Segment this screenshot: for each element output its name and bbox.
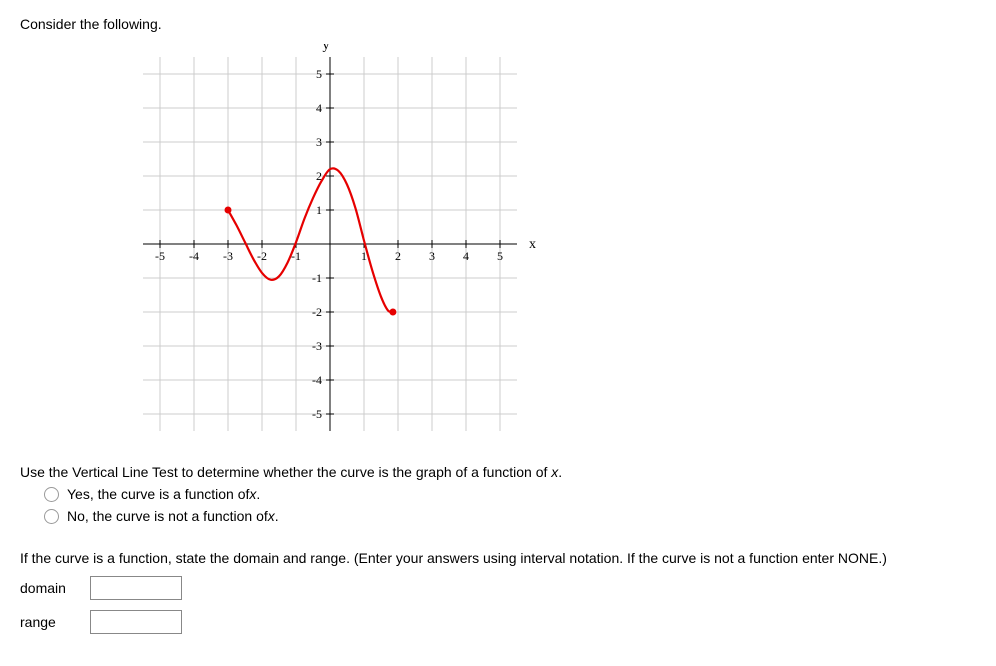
option-yes-c: .: [256, 486, 260, 502]
option-no-c: .: [275, 508, 279, 524]
svg-text:1: 1: [316, 203, 322, 217]
svg-text:-4: -4: [189, 249, 199, 263]
range-label: range: [20, 614, 90, 630]
vlt-question: Use the Vertical Line Test to determine …: [20, 464, 976, 480]
svg-text:4: 4: [463, 249, 469, 263]
option-yes-b: x: [249, 486, 256, 502]
option-yes-a: Yes, the curve is a function of: [67, 486, 249, 502]
svg-text:3: 3: [316, 135, 322, 149]
svg-text:-1: -1: [312, 271, 322, 285]
radio-icon[interactable]: [44, 487, 59, 502]
svg-text:5: 5: [497, 249, 503, 263]
range-input[interactable]: [90, 610, 182, 634]
svg-text:-2: -2: [257, 249, 267, 263]
svg-text:-4: -4: [312, 373, 322, 387]
question-part-a: Use the Vertical Line Test to determine …: [20, 464, 551, 480]
svg-text:-5: -5: [155, 249, 165, 263]
prompt-text: Consider the following.: [20, 16, 976, 32]
svg-text:-3: -3: [312, 339, 322, 353]
svg-text:-3: -3: [223, 249, 233, 263]
question-part-c: .: [558, 464, 562, 480]
svg-text:4: 4: [316, 101, 322, 115]
chart-container: -5-4-3-2-112345-5-4-3-2-112345xy: [110, 44, 976, 444]
option-no-b: x: [268, 508, 275, 524]
svg-text:y: y: [323, 44, 330, 53]
svg-text:-2: -2: [312, 305, 322, 319]
domain-input[interactable]: [90, 576, 182, 600]
option-yes-row[interactable]: Yes, the curve is a function of x.: [44, 486, 976, 502]
option-no-a: No, the curve is not a function of: [67, 508, 268, 524]
domain-label: domain: [20, 580, 90, 596]
svg-text:-5: -5: [312, 407, 322, 421]
svg-text:x: x: [529, 237, 536, 252]
domain-range-prompt: If the curve is a function, state the do…: [20, 550, 976, 566]
svg-text:2: 2: [395, 249, 401, 263]
radio-icon[interactable]: [44, 509, 59, 524]
svg-text:3: 3: [429, 249, 435, 263]
xy-chart: -5-4-3-2-112345-5-4-3-2-112345xy: [110, 44, 550, 444]
option-no-row[interactable]: No, the curve is not a function of x.: [44, 508, 976, 524]
svg-text:5: 5: [316, 67, 322, 81]
